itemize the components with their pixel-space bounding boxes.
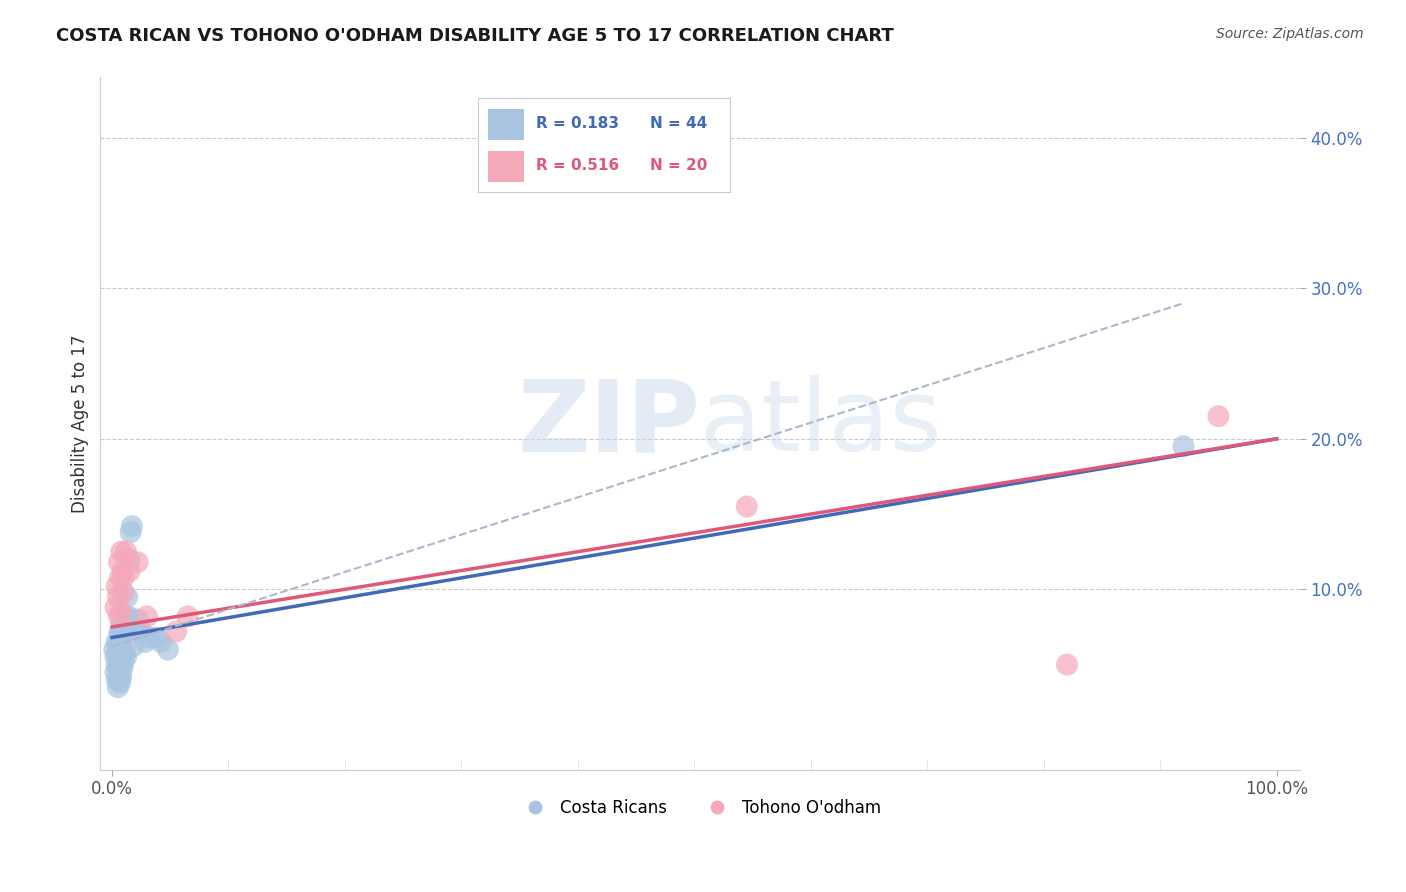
Point [104, 650, 127, 665]
Point [108, 627, 131, 641]
Point [121, 519, 143, 533]
Point [118, 552, 141, 566]
Point [110, 650, 132, 665]
Point [103, 642, 125, 657]
Point [115, 650, 138, 665]
Text: COSTA RICAN VS TOHONO O'ODHAM DISABILITY AGE 5 TO 17 CORRELATION CHART: COSTA RICAN VS TOHONO O'ODHAM DISABILITY… [56, 27, 894, 45]
Point [127, 555, 149, 569]
Point [111, 564, 134, 578]
Point [108, 646, 131, 660]
Point [149, 635, 172, 649]
Point [105, 635, 128, 649]
Point [105, 579, 128, 593]
Legend: Costa Ricans, Tohono O'odham: Costa Ricans, Tohono O'odham [512, 793, 889, 824]
Point [104, 600, 127, 615]
Point [1208, 409, 1230, 424]
Text: atlas: atlas [700, 376, 942, 472]
Point [112, 585, 135, 599]
Point [104, 665, 127, 680]
Point [114, 646, 136, 660]
Point [112, 624, 135, 639]
Point [165, 624, 187, 639]
Point [107, 640, 129, 654]
Point [110, 605, 132, 619]
Point [138, 631, 160, 645]
Text: Source: ZipAtlas.com: Source: ZipAtlas.com [1216, 27, 1364, 41]
Point [112, 570, 135, 584]
Point [110, 670, 132, 684]
Point [735, 500, 758, 514]
Point [108, 642, 131, 657]
Point [127, 612, 149, 626]
Point [105, 673, 128, 687]
Point [136, 609, 159, 624]
Point [108, 570, 131, 584]
Point [114, 609, 136, 624]
Point [1056, 657, 1078, 672]
Point [112, 655, 135, 669]
Point [122, 640, 145, 654]
Point [129, 624, 152, 639]
Y-axis label: Disability Age 5 to 17: Disability Age 5 to 17 [72, 334, 89, 513]
Point [107, 660, 129, 674]
Point [108, 655, 131, 669]
Point [124, 624, 146, 639]
Point [118, 564, 141, 578]
Point [1173, 439, 1195, 453]
Point [108, 555, 131, 569]
Point [108, 657, 131, 672]
Point [115, 620, 138, 634]
Point [108, 675, 131, 690]
Point [111, 631, 134, 645]
Point [120, 525, 142, 540]
Point [108, 624, 131, 639]
Point [145, 631, 167, 645]
Point [107, 590, 129, 604]
Point [115, 544, 138, 558]
Text: ZIP: ZIP [517, 376, 700, 472]
Point [107, 680, 129, 694]
Point [108, 609, 131, 624]
Point [105, 657, 128, 672]
Point [117, 609, 139, 624]
Point [110, 544, 132, 558]
Point [110, 615, 132, 630]
Point [115, 590, 138, 604]
Point [108, 673, 131, 687]
Point [177, 609, 200, 624]
Point [156, 642, 179, 657]
Point [134, 635, 156, 649]
Point [110, 635, 132, 649]
Point [111, 660, 134, 674]
